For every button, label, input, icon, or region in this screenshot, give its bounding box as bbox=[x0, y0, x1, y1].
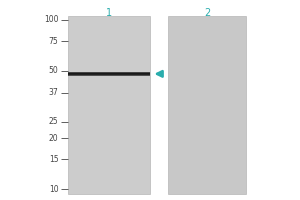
Text: 2: 2 bbox=[204, 8, 210, 18]
Bar bbox=[68, 76, 150, 77]
Bar bbox=[68, 75, 150, 76]
Bar bbox=[68, 74, 150, 75]
Bar bbox=[68, 76, 150, 77]
Bar bbox=[168, 16, 246, 194]
Text: 50: 50 bbox=[49, 66, 58, 75]
Bar bbox=[68, 71, 150, 72]
Text: 10: 10 bbox=[49, 184, 58, 194]
Text: 20: 20 bbox=[49, 134, 58, 143]
Bar bbox=[68, 71, 150, 72]
Bar bbox=[68, 72, 150, 73]
Text: 100: 100 bbox=[44, 16, 58, 24]
Bar bbox=[68, 74, 150, 75]
Bar bbox=[68, 72, 150, 73]
Bar bbox=[68, 16, 150, 194]
Text: 75: 75 bbox=[49, 37, 58, 46]
Text: 37: 37 bbox=[49, 88, 58, 97]
Text: 15: 15 bbox=[49, 155, 58, 164]
Bar bbox=[68, 73, 150, 74]
Text: 25: 25 bbox=[49, 117, 58, 126]
Bar bbox=[68, 72, 150, 76]
Text: 1: 1 bbox=[106, 8, 112, 18]
Bar bbox=[68, 75, 150, 76]
